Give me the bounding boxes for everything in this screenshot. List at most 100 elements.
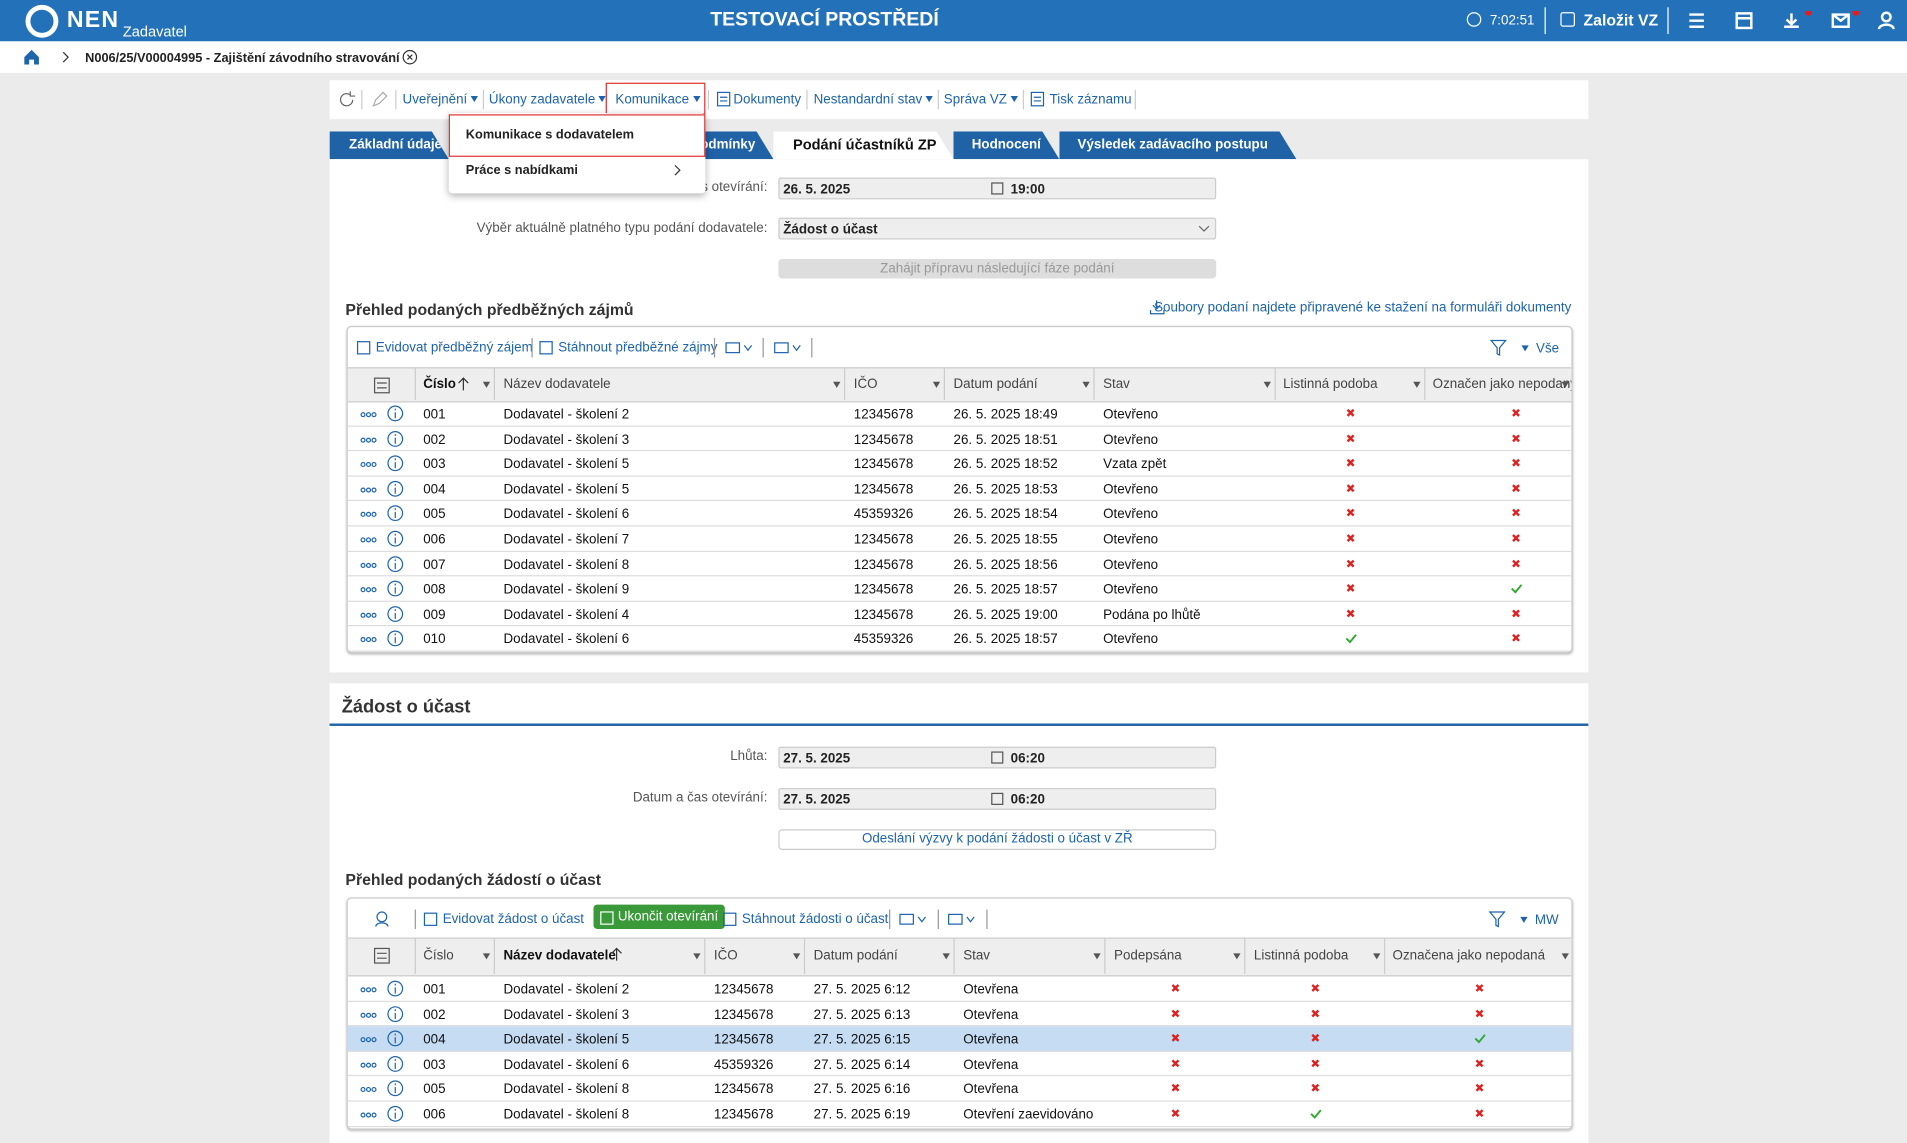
row-menu[interactable] <box>360 581 377 602</box>
column-settings[interactable] <box>373 947 390 968</box>
refresh-icon[interactable] <box>339 91 356 112</box>
row-menu[interactable] <box>360 506 377 527</box>
close-icon[interactable] <box>401 49 418 66</box>
menu-item[interactable]: Komunikace s dodavatelem <box>449 114 706 157</box>
row-menu[interactable] <box>360 531 377 552</box>
toolbar-item[interactable]: Tisk záznamu <box>1050 92 1132 107</box>
row-menu[interactable] <box>360 1006 377 1027</box>
column-header[interactable]: Datum podání <box>814 948 898 963</box>
column-filter[interactable] <box>1264 381 1271 387</box>
table-action[interactable]: Stáhnout předběžné zájmy <box>539 340 718 355</box>
row-info[interactable] <box>387 505 404 526</box>
table-action[interactable]: Evidovat žádost o účast <box>423 912 584 927</box>
row-menu[interactable] <box>360 1107 377 1128</box>
documents-link[interactable]: Soubory podaní najdete připravené ke sta… <box>1154 300 1571 315</box>
row-menu[interactable] <box>360 1081 377 1102</box>
column-filter[interactable] <box>1373 953 1380 959</box>
toolbar-item[interactable]: Dokumenty <box>733 92 801 107</box>
column-header[interactable]: Označena jako nepodaná <box>1393 948 1546 963</box>
row-menu[interactable] <box>360 556 377 577</box>
column-header[interactable]: Stav <box>1103 376 1130 391</box>
row-menu[interactable] <box>360 406 377 427</box>
table-action[interactable]: Evidovat předběžný zájem <box>356 340 532 355</box>
row-info[interactable] <box>387 980 404 1001</box>
cell: 27. 5. 2025 6:16 <box>814 1083 911 1098</box>
column-filter[interactable] <box>693 953 700 959</box>
column-filter[interactable] <box>1562 381 1569 387</box>
toolbar-item[interactable]: Správa VZ <box>944 92 1018 107</box>
menu-item[interactable]: Práce s nabídkami <box>466 163 578 178</box>
column-header[interactable]: IČO <box>854 376 878 391</box>
column-filter[interactable] <box>833 381 840 387</box>
invite-button[interactable]: Odeslání výzvy k podání žádosti o účast … <box>778 829 1216 850</box>
row-info[interactable] <box>387 430 404 451</box>
row-info[interactable] <box>387 1080 404 1101</box>
row-menu[interactable] <box>360 607 377 628</box>
column-header[interactable]: IČO <box>714 948 738 963</box>
row-info[interactable] <box>387 1105 404 1126</box>
column-filter[interactable] <box>1562 953 1569 959</box>
toolbar-item[interactable]: Uveřejnění <box>403 92 479 107</box>
filter-icon[interactable] <box>1490 339 1507 360</box>
column-header[interactable]: Stav <box>963 948 990 963</box>
table-tool[interactable] <box>774 339 803 360</box>
toolbar-item[interactable]: Úkony zadavatele <box>489 92 606 107</box>
column-header[interactable]: Číslo <box>423 376 456 391</box>
column-header[interactable]: Číslo <box>423 948 453 963</box>
column-settings[interactable] <box>373 377 390 398</box>
row-info[interactable] <box>387 630 404 651</box>
column-header[interactable]: Název dodavatele <box>504 376 611 391</box>
row-menu[interactable] <box>360 431 377 452</box>
column-filter[interactable] <box>1233 953 1240 959</box>
disabled-button[interactable]: Zahájit přípravu následující fáze podání <box>778 259 1216 278</box>
row-info[interactable] <box>387 555 404 576</box>
column-header[interactable]: Název dodavatele <box>504 948 616 963</box>
toolbar-item[interactable]: Nestandardní stav <box>814 92 934 107</box>
column-filter[interactable] <box>483 953 490 959</box>
table-tool[interactable] <box>725 339 754 360</box>
row-info[interactable] <box>387 530 404 551</box>
row-menu[interactable] <box>360 1056 377 1077</box>
row-menu[interactable] <box>360 632 377 653</box>
tab[interactable]: Výsledek zadávacího postupu <box>1059 131 1296 159</box>
column-header[interactable]: Datum podání <box>954 376 1038 391</box>
row-info[interactable] <box>387 580 404 601</box>
edit-icon[interactable] <box>371 91 388 112</box>
create-button[interactable]: Založit VZ <box>1583 11 1658 29</box>
column-filter[interactable] <box>793 953 800 959</box>
breadcrumb-item[interactable]: N006/25/V00004995 - Zajištění závodního … <box>85 51 399 66</box>
column-filter[interactable] <box>1082 381 1089 387</box>
row-menu[interactable] <box>360 456 377 477</box>
group-icon[interactable] <box>373 911 390 932</box>
row-info[interactable] <box>387 1005 404 1026</box>
column-filter[interactable] <box>1093 953 1100 959</box>
logo[interactable]: NEN <box>67 7 119 34</box>
column-header[interactable]: Listinná podoba <box>1283 376 1377 391</box>
header-icons[interactable] <box>1688 11 1895 33</box>
filter-selector[interactable]: MW <box>1520 913 1558 928</box>
column-header[interactable]: Listinná podoba <box>1254 948 1348 963</box>
column-filter[interactable] <box>1413 381 1420 387</box>
column-header[interactable]: Označen jako nepodaný <box>1433 376 1573 391</box>
tab[interactable]: Základní údaje <box>330 131 449 159</box>
tab-active[interactable]: Podání účastníků ZP <box>774 131 954 159</box>
row-info[interactable] <box>387 455 404 476</box>
table-action[interactable]: Stáhnout žádosti o účast <box>722 912 888 927</box>
row-info[interactable] <box>387 1030 404 1051</box>
row-menu[interactable] <box>360 981 377 1002</box>
column-filter[interactable] <box>483 381 490 387</box>
tab[interactable]: Hodnocení <box>954 131 1060 159</box>
row-menu[interactable] <box>360 481 377 502</box>
row-menu[interactable] <box>360 1031 377 1052</box>
table-tool[interactable] <box>947 911 976 932</box>
row-info[interactable] <box>387 405 404 426</box>
column-filter[interactable] <box>933 381 940 387</box>
row-info[interactable] <box>387 480 404 501</box>
filter-selector[interactable]: Vše <box>1521 342 1559 357</box>
column-header[interactable]: Podepsána <box>1114 948 1182 963</box>
column-filter[interactable] <box>943 953 950 959</box>
table-tool[interactable] <box>899 911 928 932</box>
row-info[interactable] <box>387 605 404 626</box>
filter-icon[interactable] <box>1489 911 1506 932</box>
row-info[interactable] <box>387 1055 404 1076</box>
